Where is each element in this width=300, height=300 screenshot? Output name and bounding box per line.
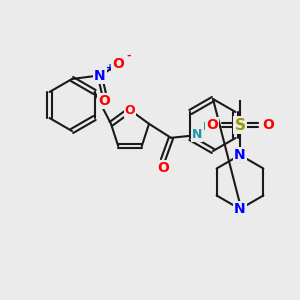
Text: S: S: [235, 118, 245, 133]
Text: -: -: [126, 51, 130, 61]
Text: N: N: [234, 202, 246, 216]
Text: O: O: [98, 94, 110, 108]
Text: O: O: [206, 118, 218, 132]
Text: N: N: [94, 69, 106, 83]
Text: O: O: [157, 161, 169, 175]
Text: O: O: [262, 118, 274, 132]
Text: O: O: [125, 103, 135, 116]
Text: N: N: [234, 148, 246, 162]
Text: O: O: [112, 57, 124, 71]
Text: N: N: [192, 128, 202, 141]
Text: +: +: [106, 63, 114, 73]
Text: H: H: [203, 122, 212, 132]
